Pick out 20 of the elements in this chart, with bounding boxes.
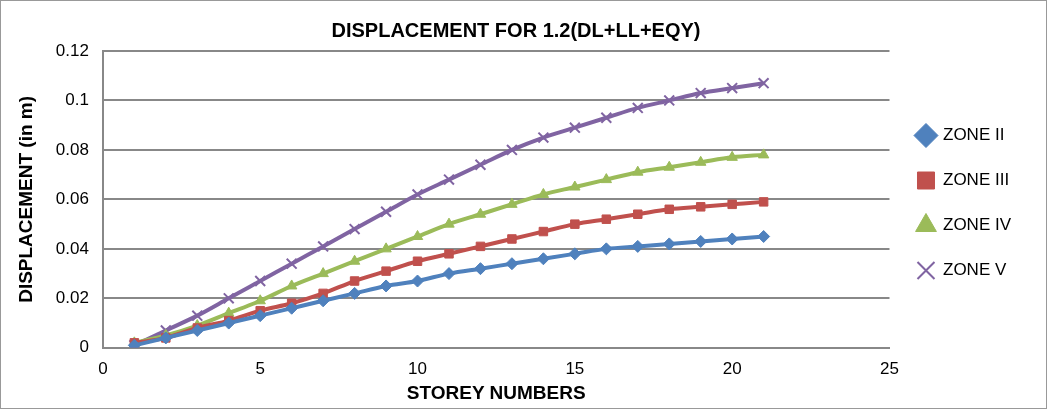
legend-label: ZONE IV [942, 215, 1012, 235]
x-axis-title: STOREY NUMBERS [406, 381, 586, 403]
y-tick-label: 0.1 [65, 90, 89, 110]
x-tick-label: 20 [722, 358, 742, 378]
legend-label: ZONE II [942, 125, 1005, 145]
chart-title: DISPLACEMENT FOR 1.2(DL+LL+EQY) [331, 18, 701, 41]
x-tick-label: 25 [880, 358, 899, 378]
legend-label: ZONE III [942, 170, 1010, 190]
y-tick-label: 0.04 [55, 238, 89, 258]
y-tick-label: 0.06 [55, 189, 89, 209]
legend-label: ZONE V [942, 260, 1007, 280]
x-tick-label: 10 [408, 358, 427, 378]
y-axis-title: DISPLACEMENT (in m) [14, 95, 36, 303]
x-tick-label: 5 [255, 358, 265, 378]
y-tick-label: 0.12 [55, 40, 89, 60]
y-tick-label: 0.02 [55, 288, 89, 308]
y-tick-label: 0 [79, 337, 89, 357]
y-tick-label: 0.08 [55, 139, 89, 159]
x-tick-label: 0 [98, 358, 108, 378]
x-tick-label: 15 [565, 358, 585, 378]
